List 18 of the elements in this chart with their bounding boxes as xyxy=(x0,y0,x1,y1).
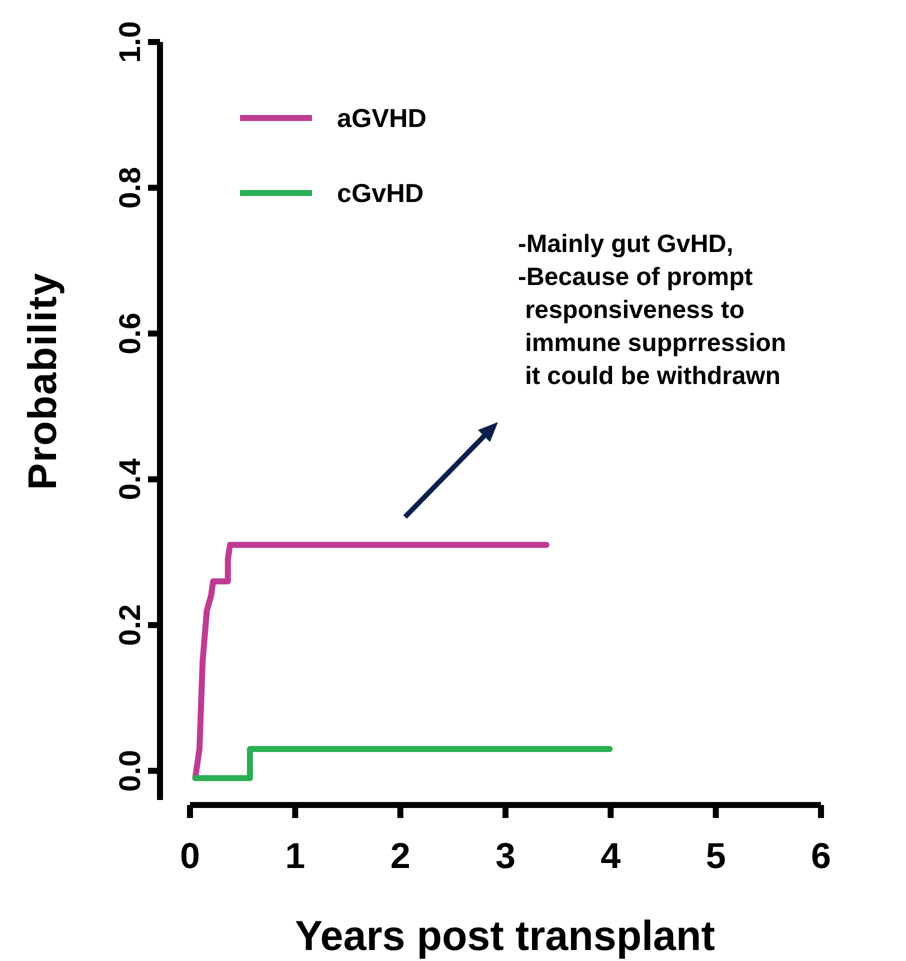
x-tick-label: 4 xyxy=(600,835,621,876)
x-tick-label: 1 xyxy=(285,835,306,876)
x-tick-label: 6 xyxy=(810,835,832,876)
y-tick-label: 1.0 xyxy=(114,21,147,63)
legend-label: aGVHD xyxy=(337,103,427,133)
legend-label: cGvHD xyxy=(337,178,424,208)
y-tick-label: 0.0 xyxy=(114,750,147,792)
x-tick-label: 5 xyxy=(706,835,726,876)
y-axis-title: Probability xyxy=(21,272,65,490)
y-tick-label: 0.8 xyxy=(114,166,147,209)
y-tick-label: 0.2 xyxy=(114,604,147,646)
x-tick-label: 2 xyxy=(390,835,410,876)
annotation: -Mainly gut GvHD, -Because of prompt responsiveness to immune supprression it could be withdrawn xyxy=(518,230,786,390)
y-tick-label: 0.6 xyxy=(114,312,147,354)
x-tick-label: 0 xyxy=(180,835,200,876)
y-tick-label: 0.4 xyxy=(114,458,147,500)
x-axis-title: Years post transplant xyxy=(295,912,722,959)
x-tick-label: 3 xyxy=(495,835,516,876)
